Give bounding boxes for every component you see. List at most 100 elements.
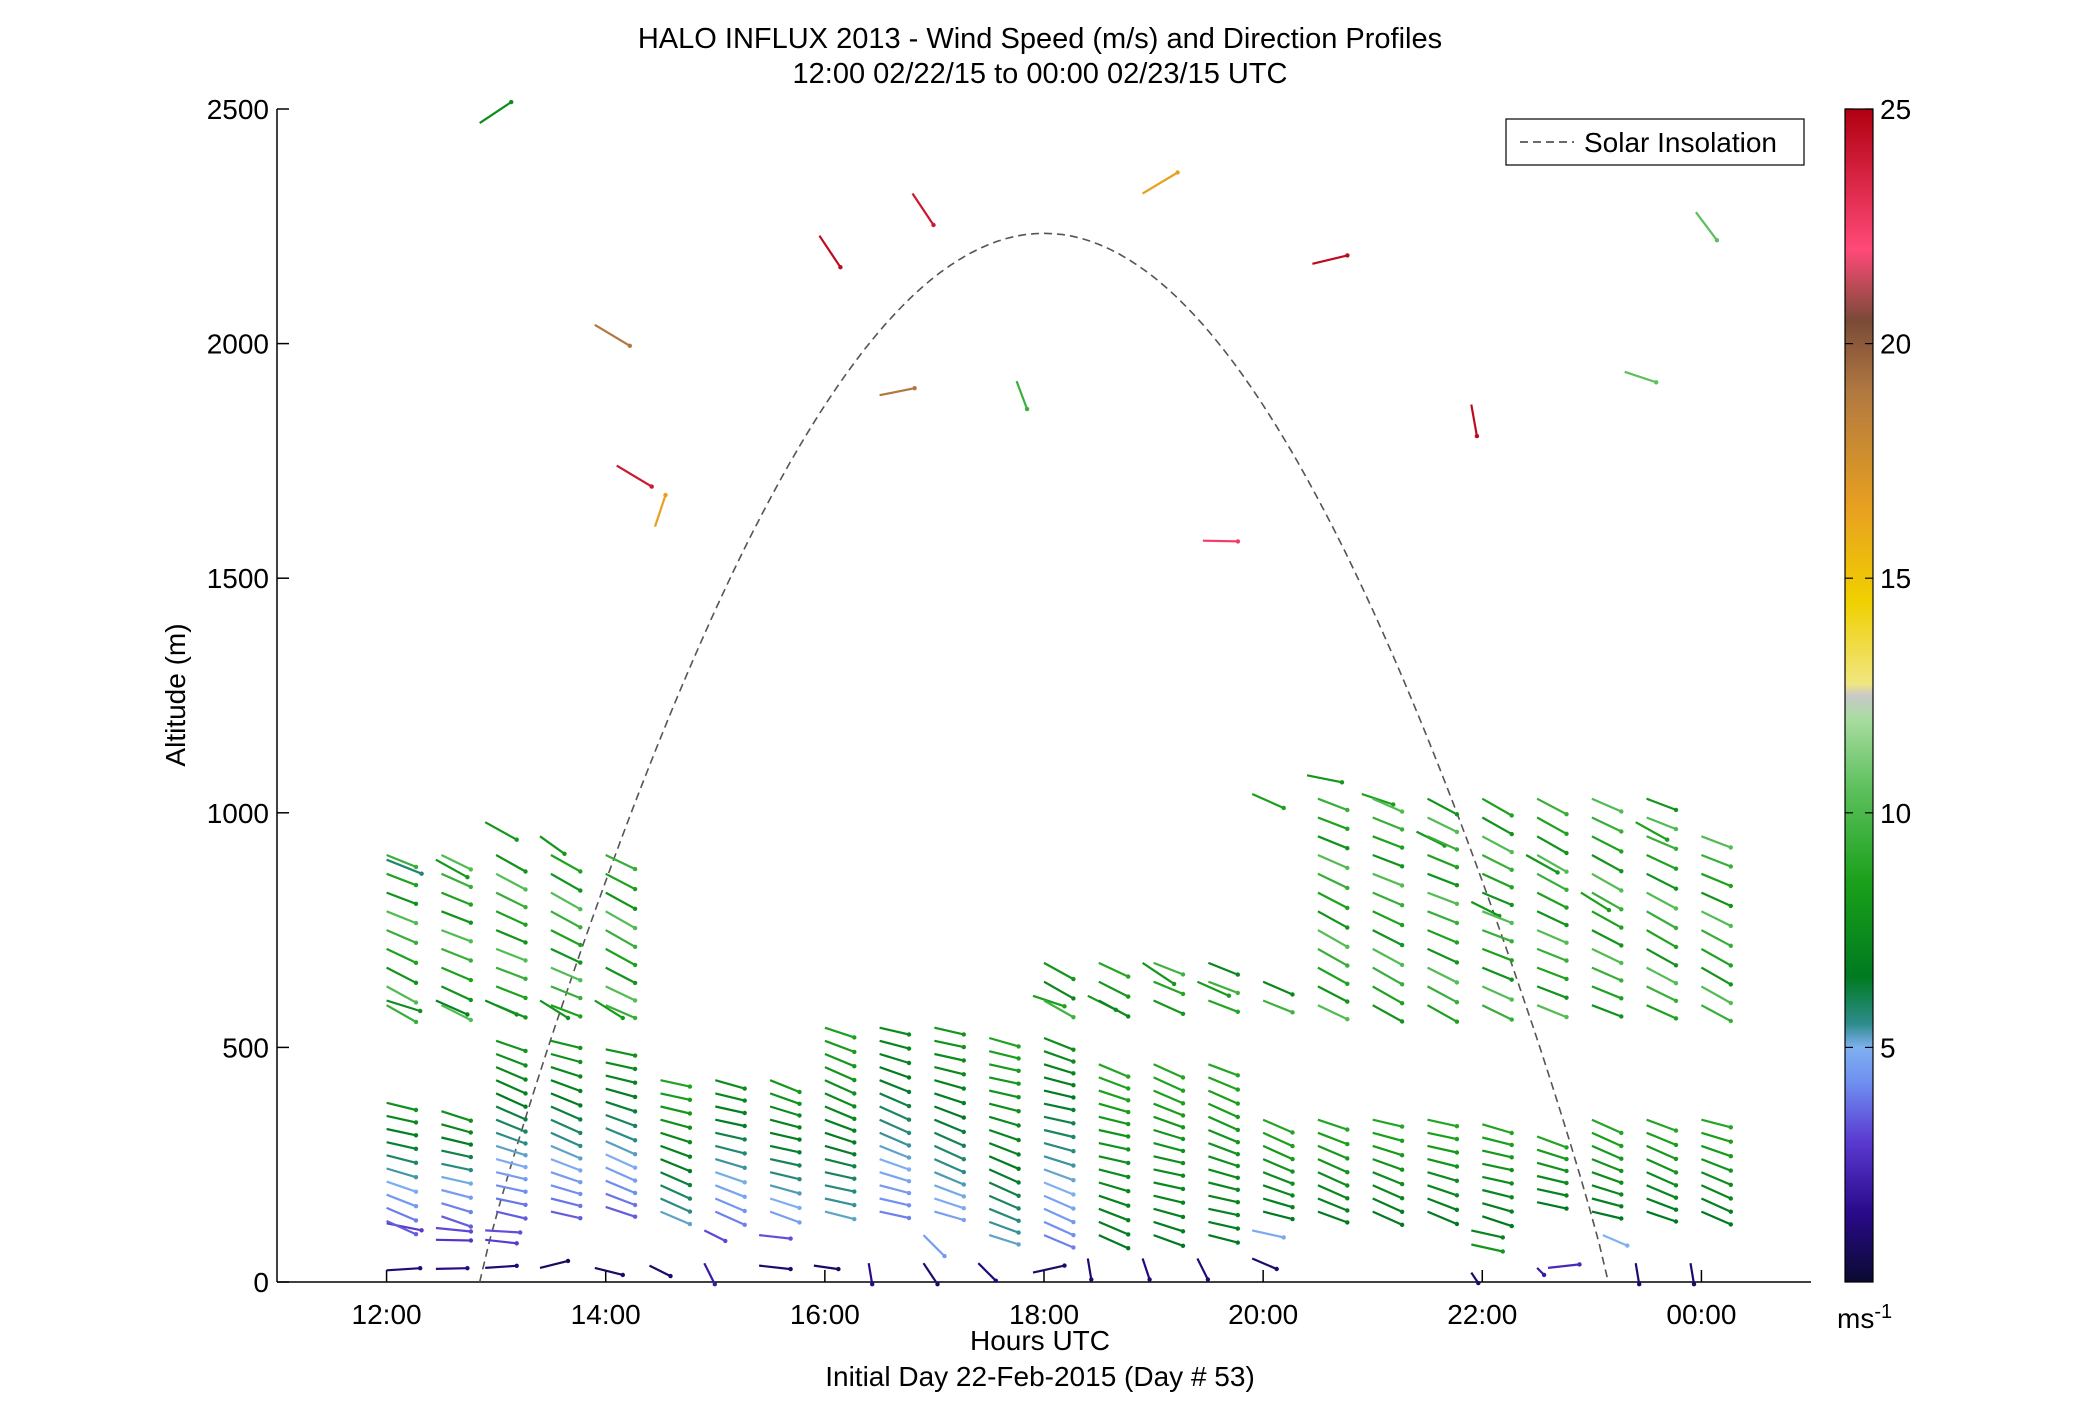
profile-vector [1591, 1184, 1622, 1196]
wind-vector-head [1500, 1235, 1506, 1240]
wind-vector-head [1175, 170, 1180, 175]
profile-vector-head [687, 1168, 693, 1174]
profile-vector-head [742, 1222, 747, 1228]
wind-vector-head [465, 875, 470, 880]
profile-vector-head [1399, 1167, 1405, 1172]
profile-vector-head [961, 1115, 966, 1120]
profile-vector [386, 891, 417, 905]
profile-vector [1208, 1181, 1239, 1191]
wind-vector [879, 387, 915, 397]
profile-vector-head [852, 1176, 857, 1181]
profile-vector [1701, 835, 1732, 849]
profile-vector-head [1399, 1019, 1405, 1024]
profile-vector [1317, 891, 1348, 909]
profile-vector [1043, 1155, 1074, 1167]
colorbar-tick-label: 20 [1880, 329, 1911, 360]
profile-vector-head [1454, 1207, 1460, 1213]
profile-vector-head [1290, 992, 1295, 997]
profile-vector [1427, 816, 1458, 833]
profile-vector [386, 966, 417, 984]
profile-vector [824, 1184, 855, 1193]
profile-vector [1591, 872, 1622, 892]
profile-vector-head [1016, 1218, 1021, 1224]
wind-vector [867, 1263, 874, 1285]
profile-vector [1317, 929, 1348, 948]
profile-vector [495, 1039, 526, 1052]
profile-vector [1482, 1149, 1512, 1159]
profile-vector [440, 985, 472, 1001]
profile-vector-head [1016, 1095, 1021, 1100]
profile-vector-head [852, 1202, 857, 1208]
profile-vector-head [578, 978, 583, 983]
profile-vector-head [523, 1077, 528, 1082]
profile-vector [441, 1149, 472, 1159]
wind-vector-head [419, 1228, 424, 1233]
profile-vector-head [523, 1141, 528, 1146]
profile-vector-head [1673, 1128, 1679, 1133]
wind-vector [911, 192, 935, 226]
profile-vector-head [1673, 1016, 1679, 1021]
profile-vector [1536, 891, 1567, 909]
profile-vector-head [1016, 1109, 1021, 1114]
profile-vector [934, 1092, 965, 1105]
profile-vector [1536, 854, 1568, 873]
wind-vector [386, 999, 421, 1013]
profile-vector [1646, 947, 1677, 967]
profile-vector [550, 1004, 581, 1018]
profile-vector-head [1564, 940, 1569, 945]
profile-vector-head [1619, 943, 1624, 948]
profile-vector-head [1290, 1143, 1295, 1149]
profile-vector-head [578, 1088, 583, 1094]
profile-vector [495, 910, 526, 926]
profile-vector [934, 1197, 965, 1210]
profile-vector [1646, 1184, 1677, 1199]
profile-vector-head [1290, 1193, 1295, 1198]
profile-vector [1646, 872, 1677, 890]
profile-vector-head [523, 922, 528, 927]
profile-vector-head [1345, 846, 1350, 851]
profile-vector-head [1564, 995, 1569, 1000]
profile-vector-head [578, 1168, 583, 1173]
profile-vector [1427, 872, 1458, 887]
x-tick-label: 12:00 [352, 1299, 422, 1330]
wind-vectors [386, 99, 1734, 1287]
profile-vector [988, 1115, 1019, 1127]
profile-vector [1262, 999, 1293, 1014]
profile-vector-head [742, 1165, 747, 1171]
profile-vector-head [852, 1164, 857, 1169]
wind-vector [539, 835, 566, 855]
profile-vector [1317, 947, 1348, 967]
profile-vector [1646, 929, 1677, 948]
profile-vector-head [1728, 883, 1734, 889]
profile-vector [1317, 1171, 1348, 1187]
profile-vector-head [523, 1189, 528, 1194]
profile-vector [386, 1114, 417, 1124]
profile-vector [769, 1158, 800, 1167]
profile-vector-head [413, 940, 419, 945]
profile-vector [1481, 1123, 1513, 1135]
profile-vector-head [1345, 1017, 1350, 1022]
profile-vector [1591, 1197, 1622, 1208]
profile-vector-head [1126, 1109, 1131, 1115]
profile-vector-head [578, 1045, 583, 1051]
colorbar-unit-base: ms [1837, 1303, 1874, 1334]
profile-vector [1098, 1089, 1129, 1102]
profile-vector-head [1235, 1200, 1241, 1205]
profile-vector-head [632, 906, 638, 911]
profile-vector-head [1509, 958, 1514, 963]
y-ticks: 0 500 1000 1500 2000 2500 [207, 94, 289, 1298]
profile-vector [441, 1110, 472, 1122]
wind-vector [1086, 1258, 1093, 1280]
profile-vector-head [1071, 1015, 1076, 1020]
profile-vector [769, 1118, 800, 1129]
profile-vector [550, 929, 581, 946]
profile-vector [1153, 1128, 1184, 1141]
profile-vector [1372, 1118, 1403, 1128]
profile-vector-head [1509, 1142, 1514, 1148]
chart-title: HALO INFLUX 2013 - Wind Speed (m/s) and … [638, 23, 1442, 55]
profile-vector-head [468, 1209, 473, 1215]
legend-label-solar-insolation: Solar Insolation [1584, 127, 1777, 158]
legend: Solar Insolation [1505, 118, 1805, 166]
wind-vector-head [620, 1015, 625, 1021]
profile-vector-head [1235, 1212, 1241, 1218]
